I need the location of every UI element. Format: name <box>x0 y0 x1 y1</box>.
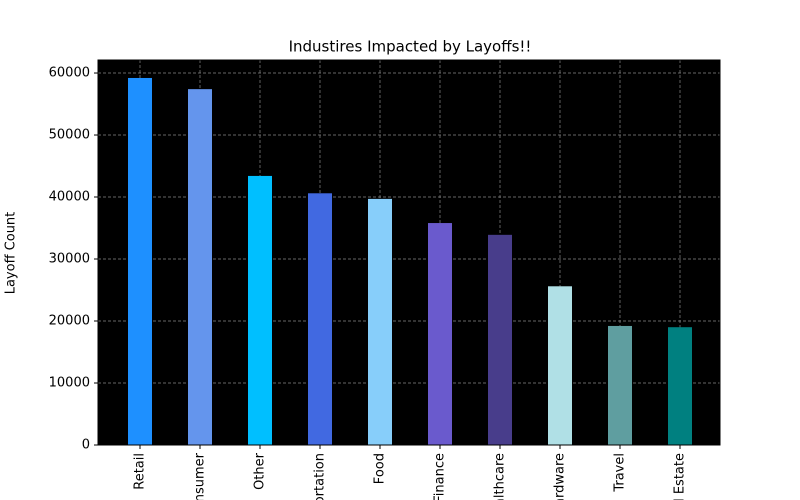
bar <box>428 223 452 445</box>
y-tick-label: 30000 <box>49 252 90 267</box>
bar <box>548 286 572 445</box>
bar <box>488 234 512 445</box>
x-tick-label: Other <box>253 452 268 490</box>
bar <box>668 327 692 445</box>
bar <box>608 325 632 445</box>
y-tick-label: 60000 <box>49 66 90 81</box>
bar <box>368 198 392 445</box>
x-tick-label: Healthcare <box>493 453 508 500</box>
x-tick-label: Real Estate <box>673 453 688 500</box>
chart-title: Industires Impacted by Layoffs!! <box>289 38 532 56</box>
x-tick-label: Consumer <box>193 452 208 500</box>
x-tick-label: Retail <box>133 453 148 490</box>
x-tick-label: Travel <box>613 453 628 493</box>
bar <box>188 89 212 445</box>
bar <box>308 193 332 445</box>
y-tick-label: 20000 <box>49 314 90 329</box>
y-tick-label: 10000 <box>49 376 90 391</box>
x-tick-label: Transportation <box>313 453 328 500</box>
x-tick-label: Hardware <box>553 453 568 500</box>
y-tick-label: 50000 <box>49 128 90 143</box>
bar <box>248 175 272 446</box>
y-tick-label: 40000 <box>49 190 90 205</box>
plot-frame <box>97 59 721 446</box>
y-tick-label: 0 <box>82 438 90 453</box>
y-axis-label: Layoff Count <box>4 212 19 295</box>
x-tick-label: Finance <box>433 453 448 500</box>
bar <box>128 77 152 445</box>
x-tick-label: Food <box>373 453 388 484</box>
